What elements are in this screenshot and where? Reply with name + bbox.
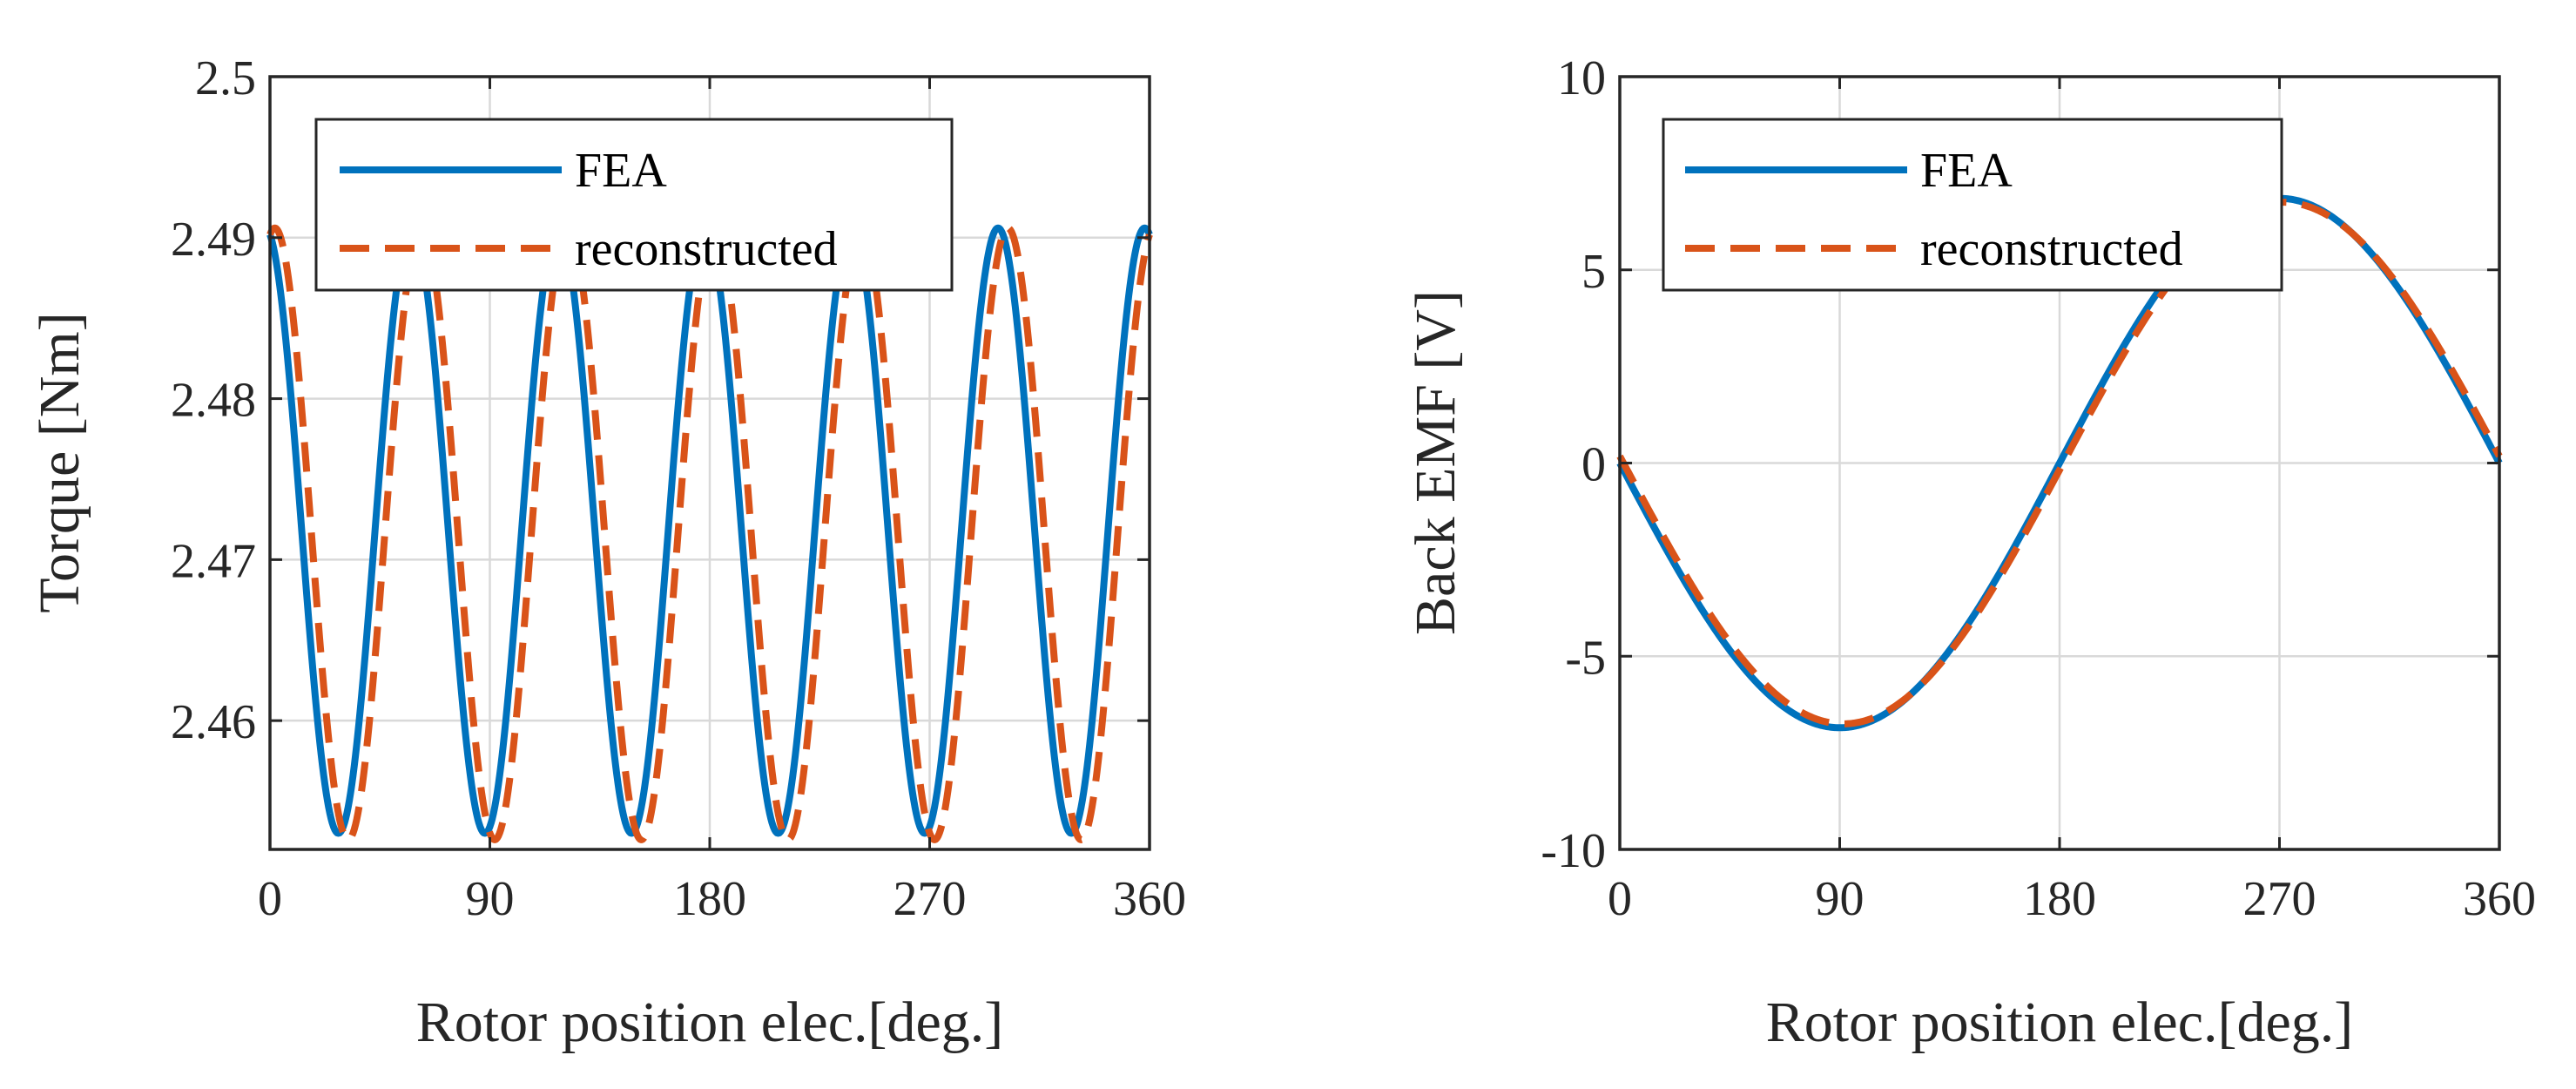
back-emf-y-tick-label: 10 bbox=[1557, 51, 1606, 105]
back-emf-ticks bbox=[1618, 75, 2501, 851]
back-emf-x-tick-labels: 0 90 180 270 360 bbox=[1608, 872, 2536, 926]
back-emf-x-tick-label: 360 bbox=[2463, 872, 2536, 926]
back-emf-y-tick-label: 0 bbox=[1581, 438, 1606, 492]
torque-x-axis-title: Rotor position elec.[deg.] bbox=[416, 991, 1004, 1054]
back-emf-legend-box bbox=[1662, 118, 2283, 292]
back-emf-x-axis-title: Rotor position elec.[deg.] bbox=[1766, 991, 2354, 1054]
back-emf-series-reconstructed bbox=[1616, 199, 2503, 727]
back-emf-series bbox=[1616, 194, 2503, 732]
back-emf-x-tick-label: 0 bbox=[1608, 872, 1632, 926]
torque-ticks bbox=[268, 75, 1151, 849]
torque-y-tick-label: 2.47 bbox=[171, 534, 256, 588]
back-emf-legend-reconstructed-label: reconstructed bbox=[1920, 222, 2183, 276]
torque-x-tick-label: 0 bbox=[258, 872, 282, 926]
torque-y-tick-labels: 2.46 2.47 2.48 2.49 2.5 bbox=[171, 51, 256, 749]
torque-y-axis-title: Torque [Nm] bbox=[28, 312, 91, 612]
back-emf-legend: FEA reconstructed bbox=[1662, 118, 2283, 292]
torque-x-tick-label: 90 bbox=[466, 872, 515, 926]
torque-x-tick-label: 180 bbox=[673, 872, 746, 926]
torque-x-tick-labels: 0 90 180 270 360 bbox=[258, 872, 1186, 926]
back-emf-y-tick-label: -5 bbox=[1565, 631, 1606, 685]
torque-y-tick-label: 2.49 bbox=[171, 213, 256, 267]
back-emf-x-tick-label: 180 bbox=[2023, 872, 2096, 926]
torque-legend-fea-label: FEA bbox=[575, 144, 667, 198]
back-emf-y-axis-title: Back EMF [V] bbox=[1404, 290, 1467, 635]
back-emf-x-tick-label: 270 bbox=[2243, 872, 2316, 926]
torque-legend-box bbox=[314, 118, 954, 292]
torque-y-tick-label: 2.46 bbox=[171, 695, 256, 749]
back-emf-x-tick-label: 90 bbox=[1816, 872, 1865, 926]
torque-x-tick-label: 270 bbox=[894, 872, 967, 926]
back-emf-legend-fea-label: FEA bbox=[1920, 144, 2013, 198]
back-emf-y-tick-label: 5 bbox=[1581, 245, 1606, 299]
torque-legend: FEA reconstructed bbox=[314, 118, 954, 292]
torque-chart: 0 90 180 270 360 2.46 2.47 2.48 2.49 2.5 Rotor p… bbox=[28, 51, 1186, 1054]
torque-y-tick-label: 2.5 bbox=[195, 51, 256, 105]
back-emf-chart: 0 90 180 270 360 -10 -5 0 5 10 Rotor position el… bbox=[1404, 51, 2536, 1054]
torque-legend-reconstructed-label: reconstructed bbox=[575, 222, 838, 276]
back-emf-y-tick-label: -10 bbox=[1541, 824, 1606, 878]
torque-x-tick-label: 360 bbox=[1113, 872, 1186, 926]
back-emf-y-tick-labels: -10 -5 0 5 10 bbox=[1541, 51, 1606, 878]
torque-y-tick-label: 2.48 bbox=[171, 374, 256, 428]
